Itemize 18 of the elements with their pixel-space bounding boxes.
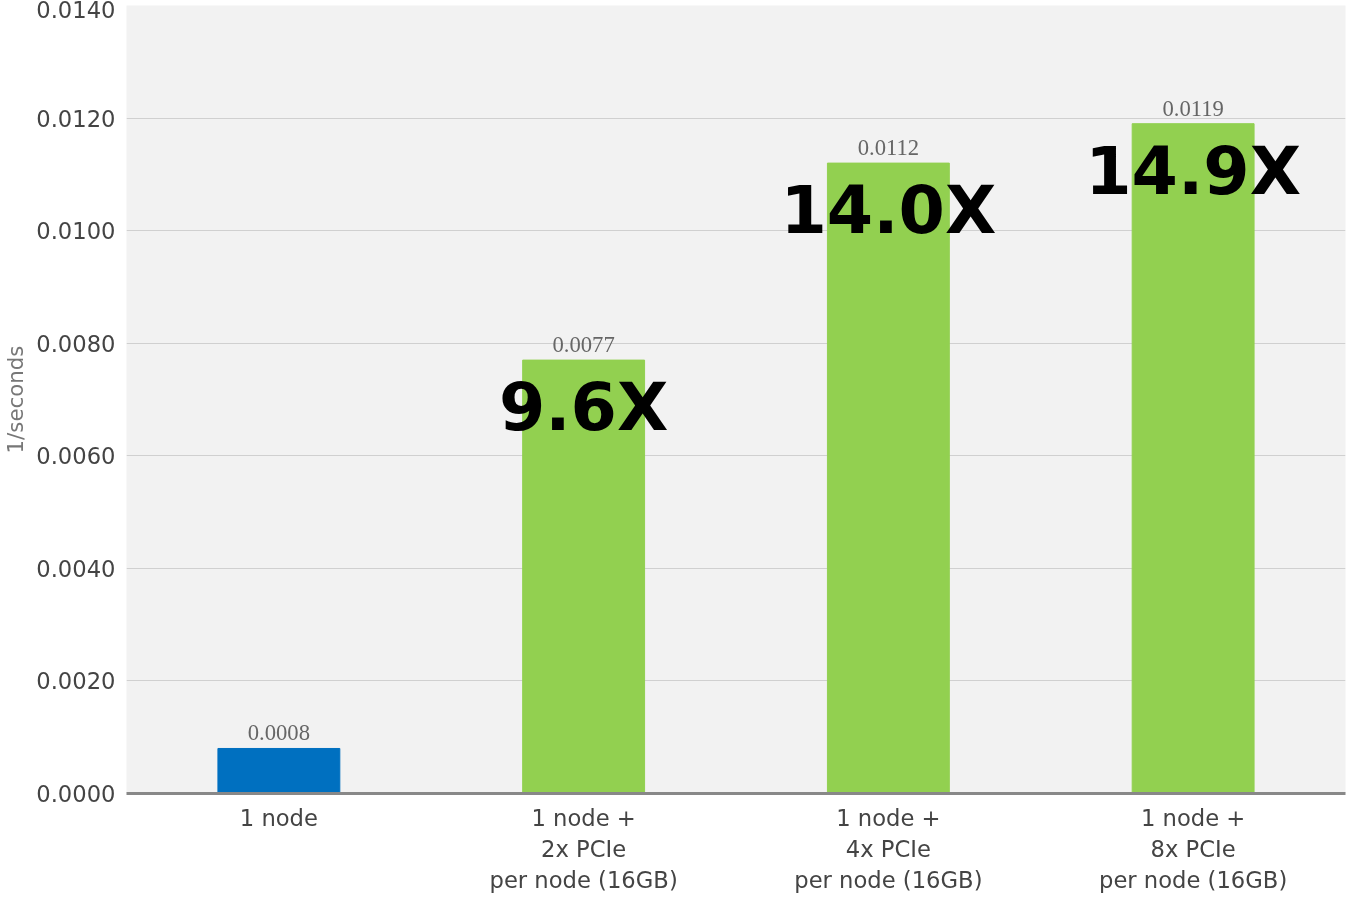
data-label: 0.0119 [1162,95,1224,121]
y-tick-label: 0.0080 [36,330,116,357]
data-label: 0.0077 [552,332,615,358]
y-tick-label: 0.0000 [36,781,116,807]
y-tick-label: 0.0120 [36,105,116,132]
bar [217,747,341,794]
x-tick-label: 1 node + 8x PCIe per node (16GB) [1099,804,1288,893]
data-label: 0.0008 [247,720,311,746]
y-tick-label: 0.0020 [36,668,116,695]
y-tick-label: 0.0060 [36,443,116,470]
x-tick-label: 1 node [239,804,318,831]
y-tick-label: 0.0100 [36,218,116,245]
y-axis-title: 1/seconds [3,345,29,454]
data-label: 0.0112 [857,135,920,161]
y-tick-label: 0.0140 [36,0,116,23]
x-tick-label: 1 node + 2x PCIe per node (16GB) [489,804,678,893]
y-tick-label: 0.0040 [36,555,116,582]
x-tick-label: 1 node + 4x PCIe per node (16GB) [794,804,983,893]
